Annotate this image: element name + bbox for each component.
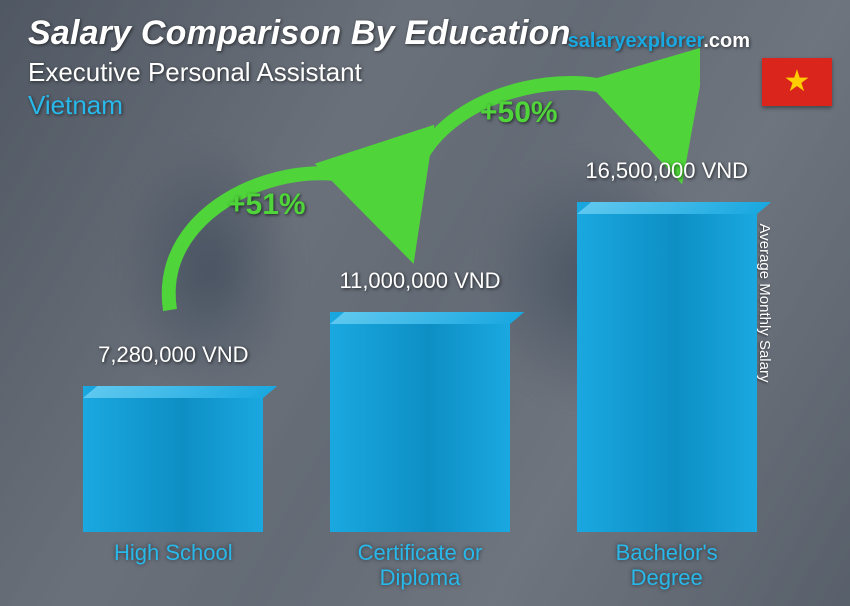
bar-column: 11,000,000 VND Certificate orDiploma xyxy=(307,268,534,592)
bar-front-face xyxy=(83,386,263,532)
brand-watermark: salaryexplorer.com xyxy=(568,30,750,53)
bar-value-label: 16,500,000 VND xyxy=(585,158,748,184)
bar-chart: 7,280,000 VND High School 11,000,000 VND Ce… xyxy=(60,152,780,592)
brand-suffix: .com xyxy=(703,30,750,52)
flag-vietnam: ★ xyxy=(762,58,832,106)
brand-name: salaryexplorer xyxy=(568,30,704,52)
country-label: Vietnam xyxy=(28,90,571,121)
bar-category-label: Certificate orDiploma xyxy=(358,540,483,592)
bar-top-face xyxy=(577,202,771,214)
bar xyxy=(83,374,263,532)
bar-value-label: 7,280,000 VND xyxy=(98,342,248,368)
page-title: Salary Comparison By Education xyxy=(28,14,571,53)
bar-value-label: 11,000,000 VND xyxy=(339,268,500,294)
bar-category-label: Bachelor'sDegree xyxy=(616,540,718,592)
bar-front-face xyxy=(330,312,510,532)
bar-front-face xyxy=(577,202,757,532)
bar-column: 7,280,000 VND High School xyxy=(60,342,287,592)
bar-column: 16,500,000 VND Bachelor'sDegree xyxy=(553,158,780,592)
page-subtitle: Executive Personal Assistant xyxy=(28,57,571,88)
star-icon: ★ xyxy=(784,67,811,97)
bar xyxy=(330,300,510,532)
infographic-canvas: Salary Comparison By Education Executive… xyxy=(0,0,850,606)
title-block: Salary Comparison By Education Executive… xyxy=(28,14,571,121)
bar xyxy=(577,190,757,532)
bar-top-face xyxy=(83,386,277,398)
bar-top-face xyxy=(330,312,524,324)
bar-category-label: High School xyxy=(114,540,233,592)
